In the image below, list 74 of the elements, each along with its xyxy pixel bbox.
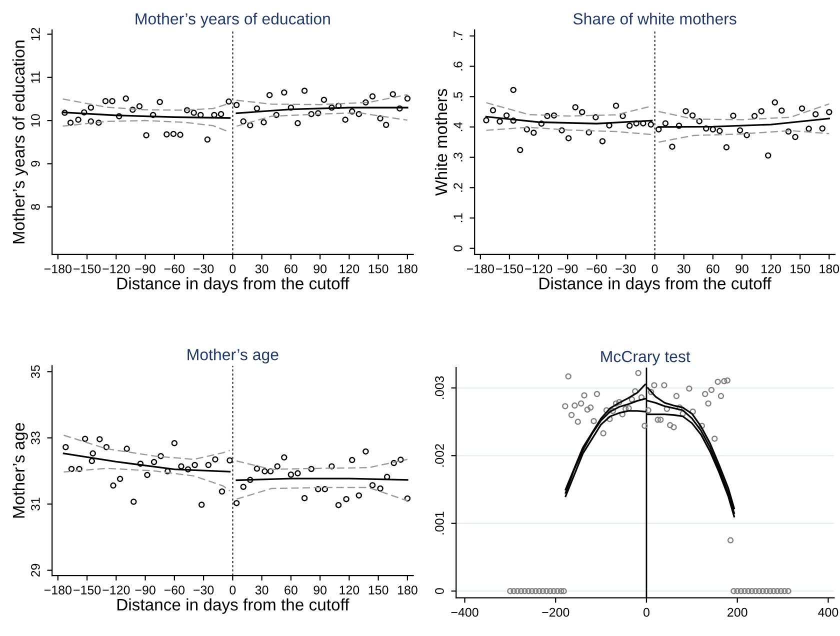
x-tick-label: −150 (74, 586, 101, 594)
x-tick-label: 90 (314, 264, 327, 274)
y-tick-label: .003 (435, 376, 444, 399)
y-tick-label: .3 (454, 152, 462, 162)
x-tick-label: 60 (706, 264, 720, 274)
x-tick-label: 0 (230, 586, 236, 594)
x-tick-label: 200 (728, 608, 748, 617)
y-axis-title: Mother’s years of education (12, 40, 28, 244)
x-tick-label: 180 (398, 264, 418, 274)
x-tick-label: 180 (820, 264, 840, 274)
y-tick-label: .2 (454, 183, 462, 192)
y-tick-label: 12 (31, 28, 40, 40)
x-tick-label: −180 (44, 264, 72, 274)
x-axis-title: Distance in days from the cutoff (117, 598, 350, 614)
x-tick-label: −90 (135, 586, 156, 594)
y-tick-label: 8 (31, 204, 40, 210)
x-tick-label: 120 (762, 264, 781, 274)
x-tick-label: −60 (586, 264, 607, 274)
x-tick-label: −150 (74, 264, 101, 274)
y-tick-label: 9 (31, 160, 40, 167)
x-tick-label: −200 (542, 608, 570, 617)
x-tick-label: 0 (230, 264, 236, 274)
x-tick-label: 90 (736, 264, 748, 274)
y-tick-label: .001 (435, 512, 444, 534)
x-tick-label: −60 (164, 586, 185, 594)
x-tick-label: −30 (616, 264, 636, 274)
y-tick-label: .1 (454, 213, 462, 222)
x-tick-label: 60 (284, 264, 298, 274)
x-tick-label: 0 (643, 608, 650, 617)
y-tick-label: 10 (31, 114, 40, 127)
y-tick-label: 0 (454, 245, 462, 252)
x-tick-label: −120 (525, 264, 552, 274)
chart-title: Mother’s age (188, 348, 278, 364)
x-tick-label: 180 (398, 586, 418, 594)
y-tick-label: 31 (31, 498, 40, 511)
chart-title: Mother’s years of education (136, 12, 330, 28)
x-tick-label: 30 (677, 264, 690, 274)
x-tick-label: 30 (255, 586, 268, 594)
x-tick-label: −180 (466, 264, 494, 274)
y-tick-label: .002 (435, 444, 444, 467)
x-tick-label: 150 (790, 264, 810, 274)
x-tick-label: −30 (194, 586, 214, 594)
x-axis-title: Distance in days from the cutoff (540, 277, 772, 293)
x-tick-label: 30 (255, 264, 268, 274)
x-tick-label: −150 (496, 264, 524, 274)
x-tick-label: −120 (102, 586, 130, 594)
x-tick-label: −180 (44, 586, 72, 594)
y-axis-title: Mother’s age (12, 423, 28, 518)
chart-title: Share of white mothers (573, 12, 736, 24)
x-tick-label: 400 (818, 608, 838, 617)
x-tick-label: −120 (102, 264, 130, 274)
y-tick-label: 35 (31, 365, 40, 378)
chart-title: McCrary test (601, 350, 690, 366)
x-tick-label: 150 (368, 264, 388, 274)
y-tick-label: .7 (454, 31, 462, 40)
x-tick-label: 150 (368, 586, 388, 594)
x-tick-label: −400 (451, 608, 478, 617)
y-tick-label: .5 (454, 92, 462, 101)
y-tick-label: 29 (31, 564, 40, 577)
x-tick-label: 120 (340, 586, 360, 594)
x-axis-title: Distance in days from the cutoff (117, 277, 350, 293)
x-tick-label: 0 (652, 264, 658, 274)
y-axis-title: White mothers (434, 89, 448, 196)
y-tick-label: 33 (31, 431, 40, 444)
x-tick-label: 60 (284, 586, 298, 594)
y-tick-label: .6 (454, 62, 462, 70)
x-tick-label: −90 (135, 264, 156, 274)
y-tick-label: .4 (454, 122, 462, 132)
x-tick-label: 120 (340, 264, 360, 274)
x-tick-label: −60 (164, 264, 185, 274)
x-tick-label: 90 (314, 586, 327, 594)
x-tick-label: −30 (194, 264, 214, 274)
x-tick-label: −90 (558, 264, 578, 274)
y-tick-label: 11 (31, 72, 40, 83)
